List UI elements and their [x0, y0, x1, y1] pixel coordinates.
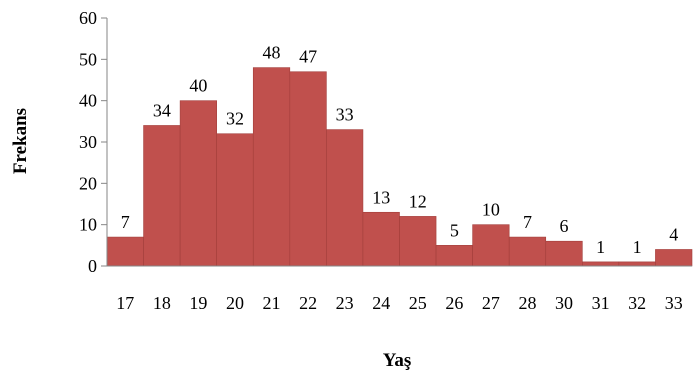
bar-22 [289, 71, 327, 267]
data-label-18: 34 [153, 100, 171, 120]
bar-27 [472, 224, 510, 267]
y-tick-label: 50 [79, 49, 97, 69]
x-tick-label-25: 25 [409, 293, 427, 313]
x-tick-label-23: 23 [336, 293, 354, 313]
data-labels-group: 7 34 40 32 48 47 33 13 12 5 10 7 6 1 1 4 [121, 43, 678, 257]
x-tick-label-19: 19 [189, 293, 207, 313]
bar-33 [655, 249, 693, 267]
data-label-25: 12 [409, 191, 427, 211]
bar-17 [106, 236, 144, 267]
y-ticks-group: 0 10 20 30 40 50 60 [79, 8, 107, 276]
y-tick-label: 20 [79, 173, 97, 193]
bar-20 [216, 133, 254, 267]
x-tick-label-27: 27 [482, 293, 500, 313]
data-label-24: 13 [372, 187, 390, 207]
y-axis-title: Frekans [10, 108, 31, 174]
data-label-26: 5 [450, 220, 459, 240]
bar-31 [582, 261, 620, 267]
bar-30 [545, 240, 583, 267]
x-tick-label-31: 31 [592, 293, 610, 313]
x-tick-label-28: 28 [518, 293, 536, 313]
data-label-19: 40 [189, 76, 207, 96]
data-label-17: 7 [121, 212, 130, 232]
data-label-33: 4 [669, 224, 678, 244]
bar-32 [618, 261, 656, 267]
x-tick-label-32: 32 [628, 293, 646, 313]
x-tick-label-26: 26 [445, 293, 463, 313]
bar-25 [399, 216, 437, 267]
x-ticks-group: 17 18 19 20 21 22 23 24 25 26 27 28 30 31 32 33 [116, 293, 682, 313]
x-tick-label-33: 33 [665, 293, 683, 313]
y-tick-label: 40 [79, 91, 97, 111]
y-tick-label: 30 [79, 132, 97, 152]
x-axis-title: Yaş [383, 350, 412, 371]
data-label-32: 1 [633, 237, 642, 257]
data-label-22: 47 [299, 47, 317, 67]
y-tick-label: 10 [79, 215, 97, 235]
y-tick-label: 0 [88, 256, 97, 276]
x-tick-label-21: 21 [263, 293, 281, 313]
data-label-28: 7 [523, 212, 532, 232]
bar-24 [362, 211, 400, 267]
data-label-27: 10 [482, 200, 500, 220]
bar-23 [326, 129, 364, 267]
bar-26 [435, 245, 473, 267]
x-tick-label-20: 20 [226, 293, 244, 313]
data-label-23: 33 [336, 105, 354, 125]
x-tick-label-18: 18 [153, 293, 171, 313]
bar-18 [143, 125, 181, 267]
data-label-30: 6 [560, 216, 569, 236]
bar-19 [179, 100, 217, 267]
data-label-20: 32 [226, 109, 244, 129]
y-tick-label: 60 [79, 8, 97, 28]
bars-group [106, 67, 693, 267]
x-tick-label-30: 30 [555, 293, 573, 313]
x-tick-label-17: 17 [116, 293, 134, 313]
x-tick-label-22: 22 [299, 293, 317, 313]
data-label-21: 48 [263, 43, 281, 63]
bar-28 [508, 236, 547, 267]
x-tick-label-24: 24 [372, 293, 390, 313]
bar-21 [252, 67, 291, 267]
data-label-31: 1 [596, 237, 605, 257]
